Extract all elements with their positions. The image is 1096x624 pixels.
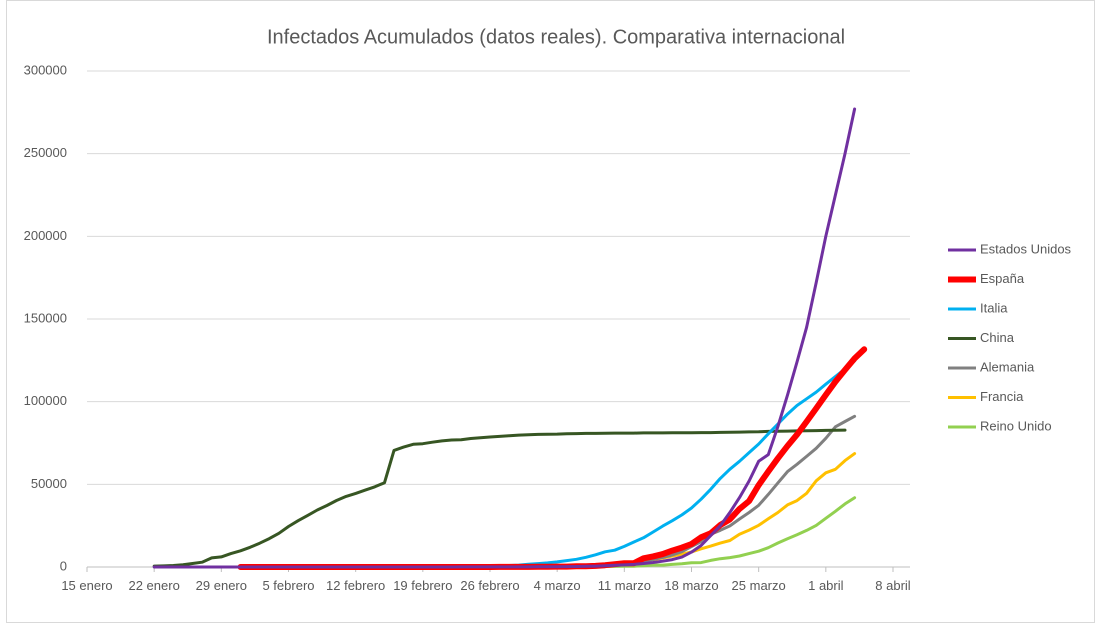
- x-tick-label: 29 enero: [195, 578, 247, 593]
- legend-label: Italia: [980, 300, 1008, 315]
- chart-title: Infectados Acumulados (datos reales). Co…: [267, 26, 845, 48]
- x-tick-label: 15 enero: [61, 578, 113, 593]
- x-tick-label: 8 abril: [875, 578, 911, 593]
- x-tick-label: 18 marzo: [664, 578, 719, 593]
- y-tick-label: 100000: [24, 393, 67, 408]
- series-line: [152, 428, 847, 568]
- legend-label: España: [980, 271, 1025, 286]
- x-tick-label: 22 enero: [128, 578, 180, 593]
- legend-label: Francia: [980, 389, 1024, 404]
- x-tick-label: 12 febrero: [326, 578, 386, 593]
- x-tick-label: 4 marzo: [533, 578, 581, 593]
- x-tick-label: 1 abril: [808, 578, 844, 593]
- chart-border: [6, 0, 1095, 623]
- y-tick-label: 300000: [24, 62, 67, 77]
- x-tick-label: 26 febrero: [460, 578, 520, 593]
- legend-label: Estados Unidos: [980, 241, 1072, 256]
- y-tick-label: 0: [60, 558, 67, 573]
- y-tick-label: 200000: [24, 228, 67, 243]
- y-tick-label: 250000: [24, 145, 67, 160]
- y-tick-label: 50000: [31, 476, 67, 491]
- legend-label: China: [980, 330, 1015, 345]
- x-tick-label: 5 febrero: [262, 578, 315, 593]
- series-line: [152, 107, 857, 569]
- x-tick-label: 19 febrero: [393, 578, 453, 593]
- legend-label: Alemania: [980, 359, 1035, 374]
- legend-label: Reino Unido: [980, 418, 1052, 433]
- y-tick-label: 150000: [24, 310, 67, 325]
- x-tick-label: 11 marzo: [597, 578, 651, 593]
- x-tick-label: 25 marzo: [731, 578, 786, 593]
